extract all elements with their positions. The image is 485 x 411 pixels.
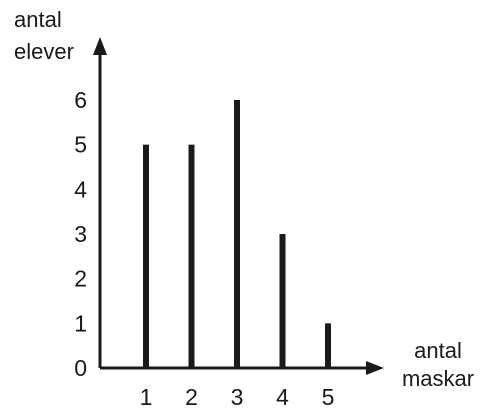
- x-tick-label: 1: [140, 384, 153, 410]
- x-tick-label: 5: [322, 384, 335, 410]
- y-tick-label: 4: [74, 176, 87, 202]
- x-axis-title-line-1: antal: [414, 338, 462, 363]
- y-ticks: 0 1 2 3 4 5 6: [74, 87, 87, 381]
- bar: [325, 323, 331, 368]
- y-axis-title-line-1: antal: [14, 7, 62, 32]
- bars: [143, 100, 331, 368]
- y-axis-arrow: [93, 37, 107, 55]
- x-ticks: 1 2 3 4 5: [140, 384, 335, 410]
- y-tick-label: 2: [74, 266, 87, 292]
- y-tick-label: 6: [74, 87, 87, 113]
- bar: [143, 144, 149, 368]
- x-axis-arrow: [366, 361, 384, 375]
- y-axis-title-line-2: elever: [14, 39, 74, 64]
- bar: [188, 144, 195, 368]
- bar: [234, 100, 240, 368]
- x-tick-label: 3: [231, 384, 244, 410]
- y-tick-label: 1: [74, 310, 87, 336]
- y-tick-label: 3: [74, 221, 87, 247]
- x-tick-label: 4: [276, 384, 289, 410]
- y-tick-label: 5: [74, 132, 87, 158]
- bar: [279, 234, 286, 368]
- x-axis-title-line-2: maskar: [402, 366, 474, 391]
- y-tick-label: 0: [74, 355, 87, 381]
- x-tick-label: 2: [185, 384, 198, 410]
